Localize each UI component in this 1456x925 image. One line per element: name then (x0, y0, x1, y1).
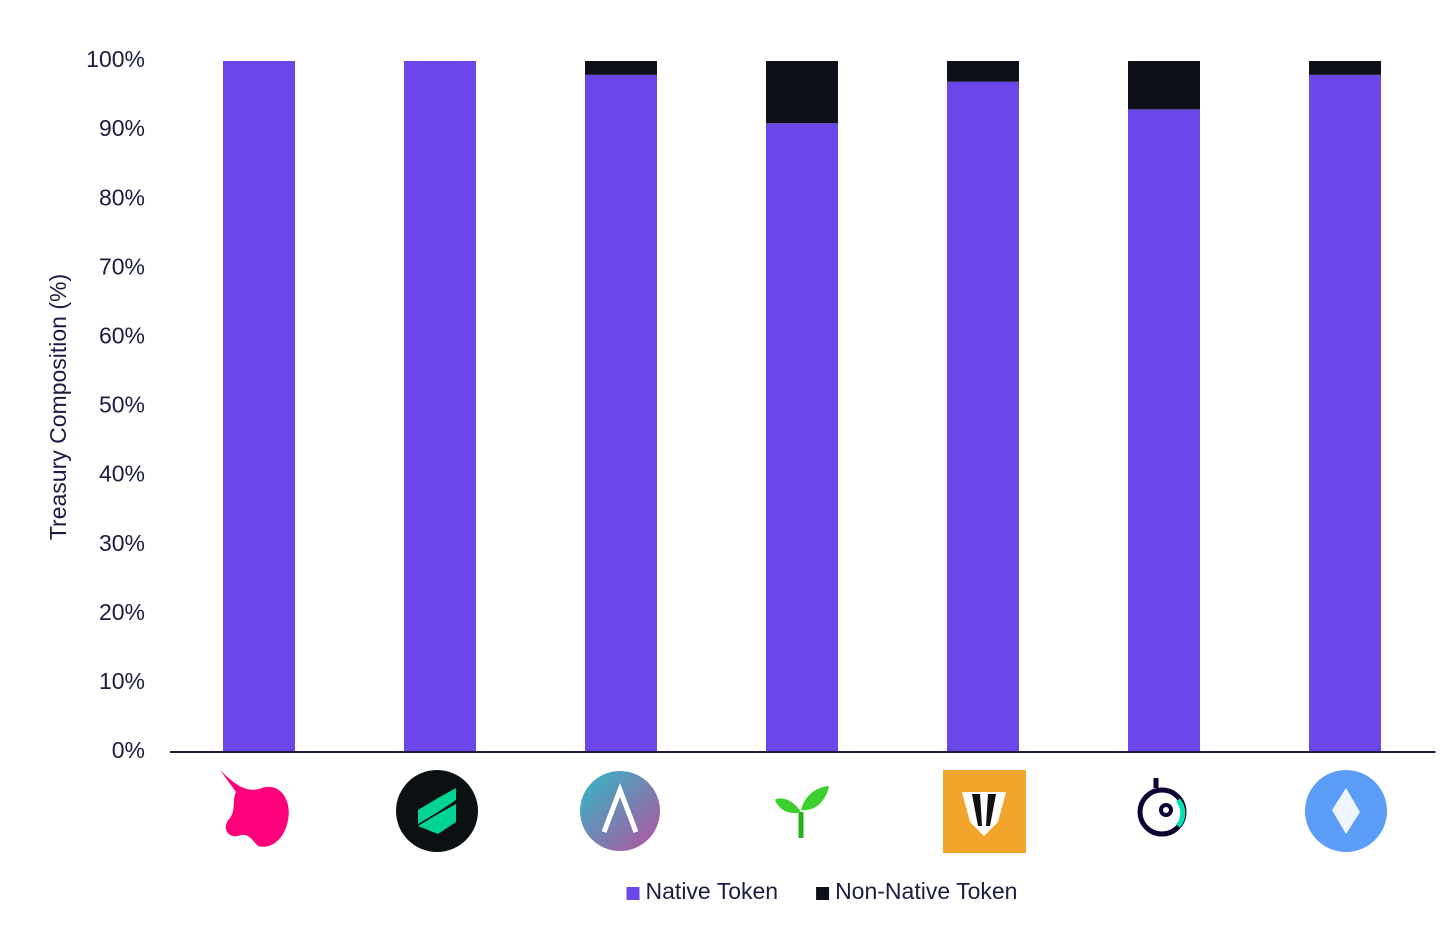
y-tick-label: 90% (99, 115, 145, 141)
y-tick-label: 80% (99, 184, 145, 210)
badger-icon (943, 770, 1026, 853)
y-tick-label: 0% (112, 737, 145, 763)
ens-mark (1332, 788, 1360, 834)
y-tick-label: 50% (99, 392, 145, 418)
badger-stripes (972, 794, 996, 826)
y-tick-label: 30% (99, 530, 145, 556)
bar-segment (766, 123, 838, 752)
legend-swatch (816, 887, 830, 900)
gitcoin-accent (1175, 798, 1186, 828)
ens-icon (1305, 770, 1387, 852)
y-tick-label: 40% (99, 461, 145, 487)
bar-segment (947, 81, 1019, 753)
y-tick-label: 10% (99, 668, 145, 694)
legend: Native Token Non-Native Token (626, 878, 1017, 904)
bar-segment (585, 61, 657, 75)
uniswap-shape (220, 770, 289, 847)
category-icons (220, 770, 1387, 853)
compound-icon (396, 770, 478, 852)
legend-label: Non-Native Token (835, 878, 1017, 904)
aave-icon (580, 771, 660, 851)
bar-segment (223, 61, 295, 752)
y-tick-label: 60% (99, 322, 145, 348)
bar-segment (1128, 109, 1200, 753)
legend-swatch (626, 887, 640, 900)
badger-face (962, 792, 1006, 836)
bar-segment (1309, 74, 1381, 752)
gitcoin-eye (1159, 803, 1173, 817)
y-tick-label: 20% (99, 599, 145, 625)
compound-mark (418, 788, 456, 834)
bar-segment (404, 61, 476, 752)
y-axis-title: Treasury Composition (%) (45, 274, 71, 540)
bar-segment (585, 74, 657, 752)
sprout-icon (775, 786, 829, 838)
y-tick-label: 100% (86, 46, 145, 72)
bar-segment (766, 61, 838, 124)
bar-segment (1128, 61, 1200, 110)
y-tick-label: 70% (99, 253, 145, 279)
legend-label: Native Token (646, 878, 779, 904)
sprout-leaves (775, 786, 829, 814)
gitcoin-icon (1137, 778, 1187, 837)
bar-segment (1309, 61, 1381, 75)
aave-circle (580, 771, 660, 851)
aave-mark (601, 782, 639, 833)
uniswap-icon (220, 770, 289, 847)
bar-segment (947, 61, 1019, 82)
